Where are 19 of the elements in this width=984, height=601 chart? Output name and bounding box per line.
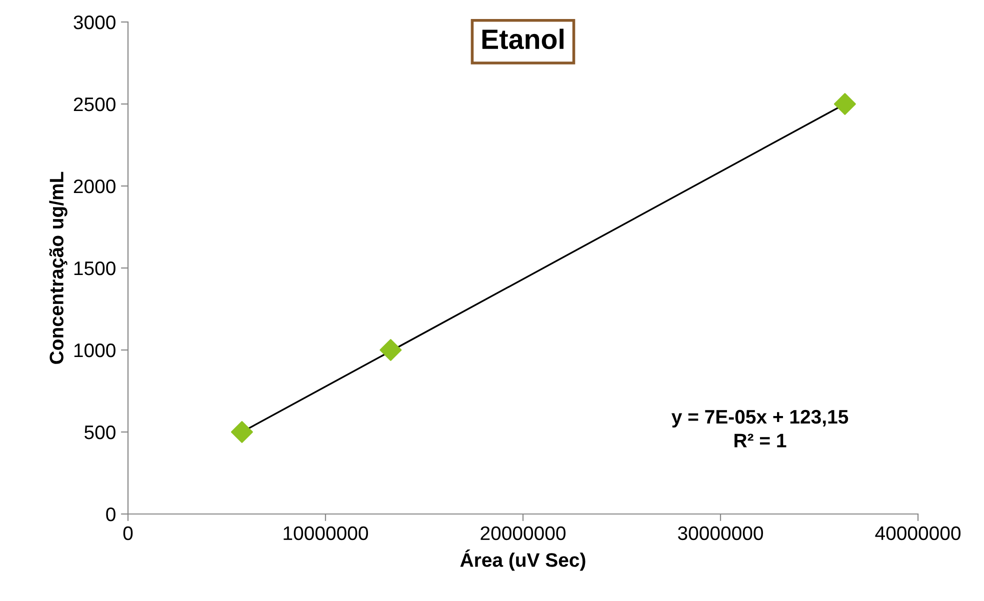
chart-title: Etanol bbox=[482, 28, 564, 50]
y-tick-label: 2500 bbox=[74, 97, 116, 112]
point bbox=[834, 93, 856, 115]
y-tick-label: 1000 bbox=[74, 343, 116, 358]
x-tick-label: 30000000 bbox=[678, 526, 763, 540]
y-tick-label: 0 bbox=[106, 507, 116, 522]
x-tick-label: 40000000 bbox=[875, 526, 960, 540]
y-tick-label: 500 bbox=[84, 425, 116, 440]
x-tick-label: 20000000 bbox=[480, 526, 566, 540]
x-tick-label: 10000000 bbox=[284, 526, 368, 540]
x-tick-label: 0 bbox=[123, 526, 133, 540]
point bbox=[380, 339, 402, 361]
point bbox=[230, 421, 253, 443]
x-axis-title: Área (uV Sec) bbox=[460, 549, 586, 571]
y-tick-label: 2000 bbox=[74, 179, 116, 194]
y-tick-label: 3000 bbox=[74, 15, 116, 30]
y-tick-label: 1500 bbox=[74, 261, 116, 276]
annotation: y = 7E-05x + 123,15 R² = 1 bbox=[672, 410, 848, 448]
y-axis-title: Concentração ug/mL bbox=[49, 172, 68, 364]
